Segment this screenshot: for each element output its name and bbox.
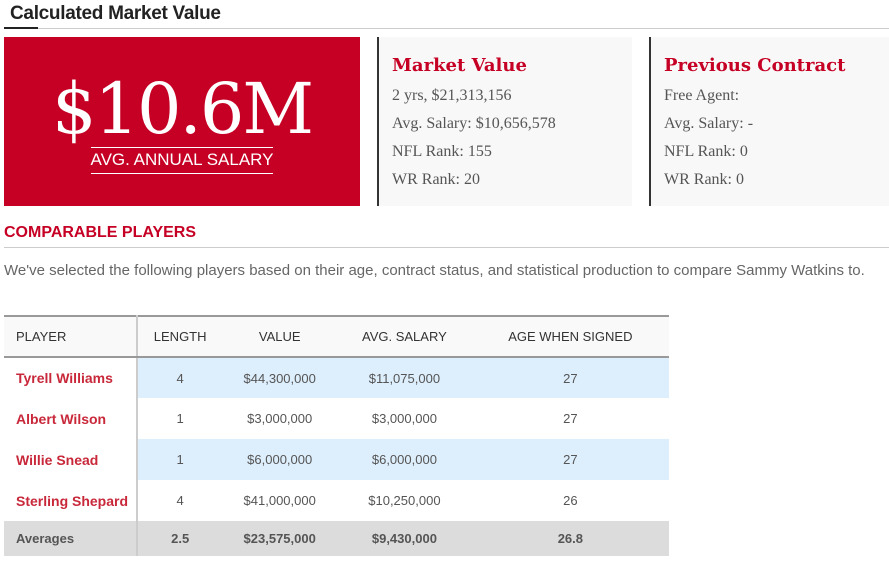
market-value-heading: Market Value xyxy=(392,55,527,76)
table-cell: $44,300,000 xyxy=(222,357,338,398)
comparable-description: We've selected the following players bas… xyxy=(4,262,865,279)
salary-summary: $10.6M AVG. ANNUAL SALARY xyxy=(4,37,360,206)
table-cell: $11,075,000 xyxy=(337,357,472,398)
divider-accent xyxy=(4,27,38,29)
market-value-line: WR Rank: 20 xyxy=(392,171,480,188)
table-cell: $3,000,000 xyxy=(247,411,313,426)
table-cell: 27 xyxy=(471,439,669,480)
table-cell: 27 xyxy=(471,357,669,398)
salary-label: AVG. ANNUAL SALARY xyxy=(90,147,274,174)
table-cell: $10,250,000 xyxy=(368,493,441,508)
previous-contract-heading: Previous Contract xyxy=(664,55,846,76)
market-value-line: Avg. Salary: $10,656,578 xyxy=(392,115,556,132)
page-title: Calculated Market Value xyxy=(10,3,221,24)
player-link[interactable]: Albert Wilson xyxy=(4,398,138,439)
table-row: Albert Wilson 1 $3,000,000 $3,000,000 27 xyxy=(4,398,669,439)
col-avg-salary: AVG. SALARY xyxy=(337,315,472,358)
previous-contract-panel: Previous Contract Free Agent: Avg. Salar… xyxy=(649,37,889,206)
averages-cell: 26.8 xyxy=(471,521,669,556)
col-player: PLAYER xyxy=(4,315,138,358)
player-link[interactable]: Tyrell Williams xyxy=(4,357,138,398)
table-cell: 4 xyxy=(176,493,184,508)
market-value-line: NFL Rank: 155 xyxy=(392,143,492,160)
player-link[interactable]: Sterling Shepard xyxy=(4,480,138,521)
divider xyxy=(4,247,889,248)
table-cell: $6,000,000 xyxy=(222,439,338,480)
averages-cell: 2.5 xyxy=(137,521,223,556)
player-link[interactable]: Willie Snead xyxy=(4,439,138,480)
salary-value: $10.6M xyxy=(51,68,314,150)
previous-contract-line: WR Rank: 0 xyxy=(664,171,744,188)
divider xyxy=(4,28,889,29)
averages-row: Averages 2.5 $23,575,000 $9,430,000 26.8 xyxy=(4,521,669,556)
previous-contract-line: Avg. Salary: - xyxy=(664,115,754,132)
table-cell: 26 xyxy=(563,493,578,508)
col-age: AGE WHEN SIGNED xyxy=(471,315,669,358)
table-header: PLAYER LENGTH VALUE AVG. SALARY AGE WHEN… xyxy=(4,315,669,358)
table-row: Tyrell Williams 4 $44,300,000 $11,075,000 27 xyxy=(4,357,669,398)
table-row: Willie Snead 1 $6,000,000 $6,000,000 27 xyxy=(4,439,669,480)
col-length: LENGTH xyxy=(137,315,223,358)
market-value-line: 2 yrs, $21,313,156 xyxy=(392,87,512,104)
table-cell: 1 xyxy=(176,411,184,426)
comparable-table: PLAYER LENGTH VALUE AVG. SALARY AGE WHEN… xyxy=(4,315,669,556)
table-cell: $41,000,000 xyxy=(243,493,316,508)
previous-contract-line: NFL Rank: 0 xyxy=(664,143,748,160)
table-cell: 4 xyxy=(137,357,223,398)
table-cell: 27 xyxy=(563,411,578,426)
table-row: Sterling Shepard 4 $41,000,000 $10,250,000 2… xyxy=(4,480,669,521)
col-value: VALUE xyxy=(222,315,338,358)
averages-cell: $9,430,000 xyxy=(337,521,472,556)
averages-cell: $23,575,000 xyxy=(222,521,338,556)
table-cell: $6,000,000 xyxy=(337,439,472,480)
market-value-panel: Market Value 2 yrs, $21,313,156 Avg. Sal… xyxy=(377,37,632,206)
comparable-heading: COMPARABLE PLAYERS xyxy=(4,224,197,241)
table-cell: $3,000,000 xyxy=(371,411,437,426)
table-cell: 1 xyxy=(137,439,223,480)
previous-contract-line: Free Agent: xyxy=(664,87,740,104)
averages-cell: Averages xyxy=(4,521,138,556)
